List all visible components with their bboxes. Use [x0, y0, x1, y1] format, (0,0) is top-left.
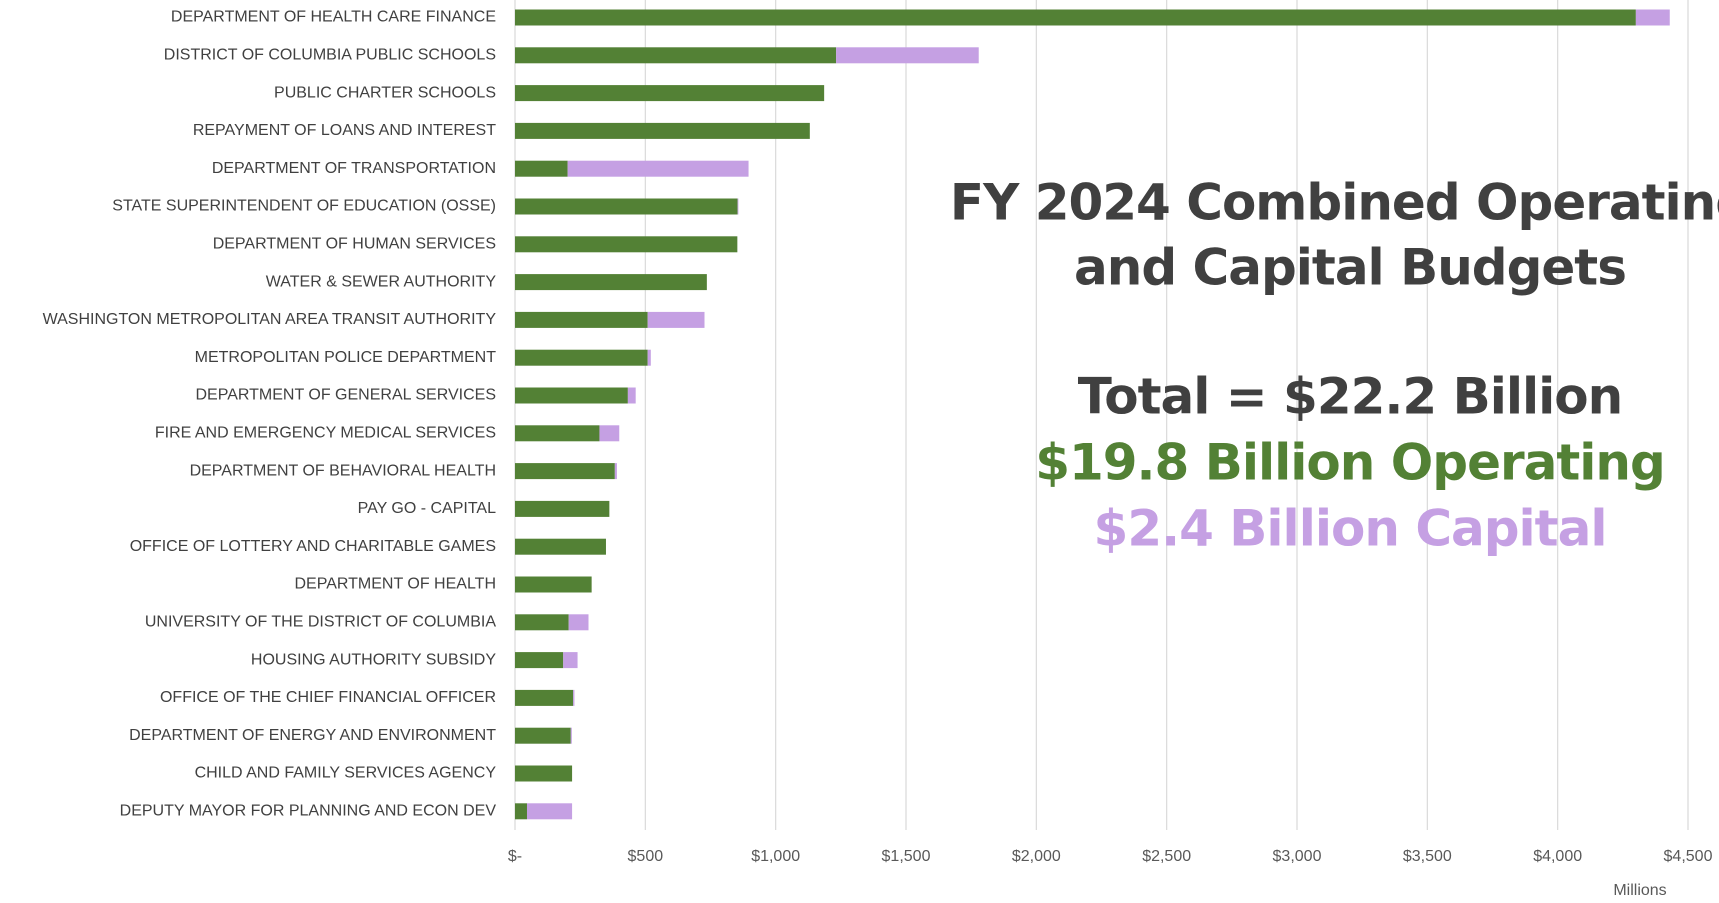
bar-segment: [647, 349, 651, 366]
x-tick-label: $1,000: [751, 848, 800, 865]
x-tick-label: $3,000: [1273, 848, 1322, 865]
category-label: METROPOLITAN POLICE DEPARTMENT: [195, 349, 497, 366]
category-label: DEPARTMENT OF HEALTH CARE FINANCE: [171, 9, 496, 26]
category-label: PUBLIC CHARTER SCHOOLS: [274, 84, 496, 101]
category-label: DEPARTMENT OF HUMAN SERVICES: [213, 236, 496, 253]
category-label: DISTRICT OF COLUMBIA PUBLIC SCHOOLS: [164, 47, 496, 64]
category-label: DEPUTY MAYOR FOR PLANNING AND ECON DEV: [120, 803, 497, 820]
bar-segment: [515, 236, 738, 253]
bar-segment: [515, 500, 610, 517]
bar-segment: [515, 9, 1636, 26]
bar-segment: [515, 689, 574, 706]
bar-segment: [627, 387, 636, 404]
category-label: DEPARTMENT OF HEALTH: [294, 576, 496, 593]
category-label: CHILD AND FAMILY SERVICES AGENCY: [195, 765, 497, 782]
bar-segment: [515, 538, 606, 555]
x-tick-label: $1,500: [882, 848, 931, 865]
bar-segment: [599, 425, 620, 442]
annotation: $2.4 Billion Capital: [1094, 500, 1607, 558]
category-label: OFFICE OF THE CHIEF FINANCIAL OFFICER: [160, 689, 496, 706]
bar-segment: [614, 463, 617, 480]
bar-segment: [573, 689, 575, 706]
bar-segment: [526, 803, 573, 820]
bar-segment: [515, 387, 628, 404]
category-label: HOUSING AUTHORITY SUBSIDY: [251, 651, 496, 668]
x-tick-label: $4,500: [1664, 848, 1713, 865]
annotation: FY 2024 Combined Operating: [950, 174, 1719, 232]
category-label: UNIVERSITY OF THE DISTRICT OF COLUMBIA: [145, 614, 496, 631]
x-tick-label: $2,000: [1012, 848, 1061, 865]
category-label: OFFICE OF LOTTERY AND CHARITABLE GAMES: [130, 538, 496, 555]
bar-segment: [737, 198, 739, 215]
annotation: Total = $22.2 Billion: [1078, 368, 1622, 426]
x-tick-label: $4,000: [1533, 848, 1582, 865]
category-label: REPAYMENT OF LOANS AND INTEREST: [193, 122, 496, 139]
x-tick-label: $3,500: [1403, 848, 1452, 865]
x-tick-label: $2,500: [1142, 848, 1191, 865]
category-label: PAY GO - CAPITAL: [358, 500, 497, 517]
bar-segment: [515, 803, 527, 820]
bar-segment: [515, 425, 600, 442]
category-label: WASHINGTON METROPOLITAN AREA TRANSIT AUT…: [43, 311, 497, 328]
annotation: and Capital Budgets: [1074, 239, 1626, 297]
bar-segment: [647, 311, 705, 328]
category-label: DEPARTMENT OF TRANSPORTATION: [212, 160, 496, 177]
bar-segment: [515, 47, 837, 64]
annotation: $19.8 Billion Operating: [1035, 434, 1665, 492]
x-axis-label: Millions: [1613, 882, 1666, 899]
bar-segment: [515, 198, 738, 215]
bar-segment: [567, 160, 749, 177]
category-label: WATER & SEWER AUTHORITY: [266, 273, 497, 290]
bar-segment: [515, 765, 573, 782]
bar-segment: [515, 311, 648, 328]
bar-segment: [515, 274, 707, 291]
bar-segment: [515, 727, 571, 744]
bar-segment: [515, 349, 648, 366]
category-label: DEPARTMENT OF BEHAVIORAL HEALTH: [190, 462, 496, 479]
bar-segment: [515, 85, 825, 102]
bar-segment: [1635, 9, 1670, 26]
bar-segment: [836, 47, 979, 64]
bar-segment: [515, 160, 568, 177]
bar-segment: [515, 122, 810, 139]
x-tick-label: $-: [508, 848, 522, 865]
bar-segment: [515, 652, 564, 669]
bar-segment: [515, 576, 592, 593]
bar-segment: [570, 727, 572, 744]
bar-segment: [515, 463, 615, 480]
category-label: DEPARTMENT OF GENERAL SERVICES: [195, 387, 496, 404]
bar-segment: [563, 652, 578, 669]
x-tick-label: $500: [628, 848, 664, 865]
bar-segment: [568, 614, 589, 631]
category-label: STATE SUPERINTENDENT OF EDUCATION (OSSE): [112, 198, 496, 215]
category-label: DEPARTMENT OF ENERGY AND ENVIRONMENT: [129, 727, 496, 744]
bar-segment: [515, 614, 569, 631]
category-label: FIRE AND EMERGENCY MEDICAL SERVICES: [155, 425, 496, 442]
